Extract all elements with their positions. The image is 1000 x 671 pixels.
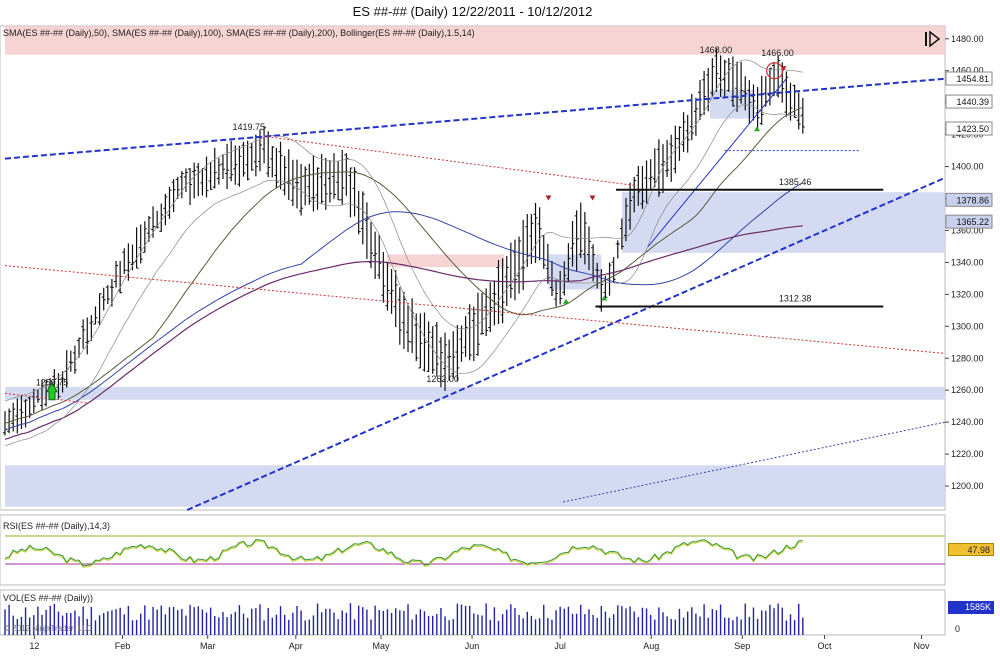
price-badge: [945, 214, 993, 229]
price-annotation: 1468.00: [700, 45, 733, 55]
price-annotation: 1259.75: [36, 378, 69, 388]
trendline-red-lower: [4, 265, 946, 354]
buy-signal: [601, 295, 608, 301]
volume-panel-label: VOL(ES ##-## (Daily)): [3, 593, 94, 603]
y-tick-label: 1220.00: [951, 449, 984, 459]
x-tick-label: Sep: [734, 641, 750, 651]
price-annotation: 1419.75: [233, 122, 266, 132]
resistance-zone: [5, 26, 945, 55]
price-badge: [945, 71, 993, 86]
price-indicator-label: SMA(ES ##-## (Daily),50), SMA(ES ##-## (…: [3, 28, 475, 38]
y-tick-label: 1340.00: [951, 257, 984, 267]
price-annotation: 1312.38: [779, 294, 812, 304]
rsi-panel-label: RSI(ES ##-## (Daily),14,3): [3, 521, 111, 531]
copyright-label: © 2012 NinjaTrader, LLC: [4, 624, 93, 633]
up-arrow-icon: [46, 381, 58, 401]
price-panel: [0, 25, 946, 511]
blue-zone-sep: [710, 89, 755, 119]
chart-title: ES ##-## (Daily) 12/22/2011 - 10/12/2012: [352, 4, 593, 19]
x-tick-label: Aug: [643, 641, 659, 651]
bollinger-lower: [4, 104, 803, 447]
rsi-signal-line: [4, 540, 803, 568]
y-tick-label: 1400.00: [951, 162, 984, 172]
y-tick-label: 1280.00: [951, 353, 984, 363]
x-tick-label: Nov: [913, 641, 930, 651]
trendline-red-upper: [263, 135, 637, 187]
price-badge: [945, 121, 993, 136]
price-badge: [945, 94, 993, 109]
support-zone-low: [5, 465, 945, 507]
trendline-blue-dotted: [563, 421, 946, 503]
trendline-lower-blue: [186, 176, 946, 511]
x-tick-label: Jun: [465, 641, 480, 651]
price-annotation: 1466.00: [761, 48, 794, 58]
sell-signal: [589, 195, 596, 201]
y-tick-label: 1360.00: [951, 225, 984, 235]
x-tick-label: Oct: [818, 641, 833, 651]
rsi-line: [4, 539, 803, 567]
x-tick-label: 12: [29, 641, 39, 651]
x-tick-label: Apr: [289, 641, 303, 651]
rsi-value-badge: 47.98: [948, 543, 994, 556]
price-badge-label: 1423.50: [956, 124, 989, 134]
y-tick-label: 1200.00: [951, 481, 984, 491]
volume-zero-label: 0: [955, 624, 961, 634]
y-tick-label: 1260.00: [951, 385, 984, 395]
x-tick-label: Mar: [200, 641, 216, 651]
y-tick-label: 1300.00: [951, 321, 984, 331]
x-tick-label: May: [372, 641, 390, 651]
bollinger-upper: [4, 59, 803, 402]
trendline-rising-blue: [647, 78, 787, 247]
y-tick-label: 1240.00: [951, 417, 984, 427]
support-zone-1260: [5, 387, 945, 400]
price-annotation: 1385.46: [779, 177, 812, 187]
trendline-upper-blue: [4, 77, 946, 160]
highlight-circle: [766, 62, 784, 80]
price-badge-label: 1454.81: [956, 74, 989, 84]
volume-value-badge: 1585K: [948, 601, 994, 614]
price-badge-label: 1365.22: [956, 217, 989, 227]
price-badge-label: 1440.39: [956, 97, 989, 107]
sell-signal: [545, 195, 552, 201]
price-badge-label: 1378.86: [956, 195, 989, 205]
buy-signal: [563, 298, 570, 304]
price-badge: [945, 192, 993, 207]
trendline-red-short: [4, 392, 88, 404]
y-tick-label: 1320.00: [951, 289, 984, 299]
pink-zone-may: [386, 254, 505, 268]
sma-50-line: [4, 106, 803, 424]
sma-200-line: [4, 225, 803, 440]
buy-signal: [754, 126, 760, 132]
y-tick-label: 1480.00: [951, 34, 984, 44]
collapse-panel-icon[interactable]: [924, 30, 942, 48]
price-annotation: 1262.00: [426, 374, 459, 384]
rsi-panel: [0, 514, 946, 586]
x-tick-label: Jul: [554, 641, 566, 651]
sma-100-line: [4, 182, 804, 431]
y-tick-label: 1460.00: [951, 66, 984, 76]
x-tick-label: Feb: [115, 641, 131, 651]
